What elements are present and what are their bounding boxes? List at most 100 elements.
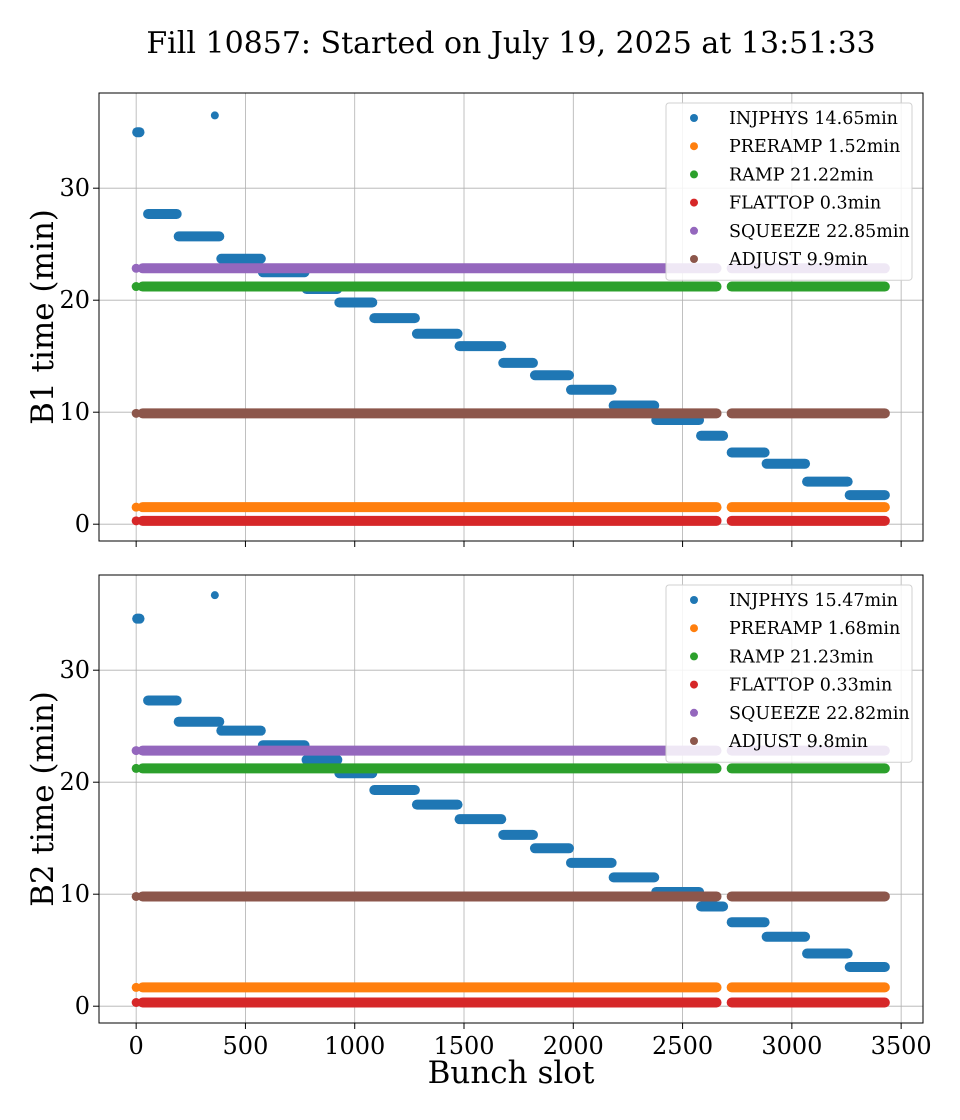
data-band	[137, 263, 722, 274]
data-band	[566, 857, 617, 868]
legend-label: SQUEEZE 22.82min	[729, 704, 910, 724]
data-band	[137, 745, 722, 756]
legend-marker	[690, 198, 698, 207]
legend-marker	[690, 226, 698, 235]
y-tick-label: 20	[59, 768, 90, 796]
legend-marker	[690, 596, 698, 604]
data-band	[137, 997, 722, 1008]
series-preramp	[131, 982, 890, 993]
data-band	[137, 281, 722, 292]
data-band	[301, 754, 343, 765]
data-band	[411, 799, 463, 810]
axes-frame	[98, 574, 924, 1024]
legend-box	[665, 584, 913, 763]
x-tick-label: 500	[223, 1032, 269, 1060]
y-axis-label: B1 time (min)	[25, 209, 61, 425]
data-band	[726, 763, 890, 774]
data-band	[216, 725, 266, 736]
data-band	[696, 901, 729, 912]
data-band	[454, 814, 507, 825]
y-axis-label: B2 time (min)	[25, 691, 61, 907]
data-band	[529, 370, 575, 381]
data-band	[696, 430, 729, 441]
series-adjust	[131, 408, 890, 419]
y-tick-label: 0	[75, 992, 90, 1020]
data-band	[608, 872, 660, 883]
y-tick-label: 30	[59, 174, 90, 202]
x-tick-label: 1000	[324, 1032, 385, 1060]
axes-frame	[98, 92, 924, 542]
y-tick-label: 0	[75, 510, 90, 538]
legend-label: PRERAMP 1.68min	[729, 619, 900, 639]
data-band	[498, 829, 538, 840]
series-ramp	[131, 281, 890, 292]
data-band	[137, 763, 722, 774]
legend-label: FLATTOP 0.3min	[729, 194, 881, 214]
data-band	[726, 982, 890, 993]
legend: INJPHYS 15.47min PRERAMP 1.68min RAMP 21.2…	[665, 584, 913, 763]
ticks: 0 10 20 30	[59, 174, 902, 547]
data-band	[566, 384, 617, 395]
legend-label: FLATTOP 0.33min	[729, 676, 892, 696]
series-ramp	[131, 763, 890, 774]
y-tick-label: 20	[59, 286, 90, 314]
data-band	[369, 313, 420, 324]
legend: INJPHYS 14.65min PRERAMP 1.52min RAMP 21.2…	[665, 102, 913, 281]
ticks: 0 500 1000 1500 2000 2500 3000 3500 0 10 20 30	[59, 656, 931, 1060]
legend-marker	[690, 737, 698, 745]
legend-marker	[690, 255, 698, 263]
series-flattop	[131, 997, 890, 1008]
legend-marker	[690, 652, 698, 661]
data-band	[411, 328, 463, 339]
data-band	[844, 490, 890, 501]
data-band	[216, 253, 266, 264]
data-point	[134, 128, 143, 137]
legend-marker	[690, 680, 698, 689]
legend-marker	[690, 624, 698, 633]
data-band	[726, 997, 890, 1008]
x-tick-label: 1500	[433, 1032, 494, 1060]
figure-title: Fill 10857: Started on July 19, 2025 at …	[146, 26, 875, 61]
data-band	[726, 515, 890, 526]
legend-label: RAMP 21.23min	[729, 647, 874, 667]
data-point	[210, 111, 219, 120]
data-band	[761, 931, 811, 942]
data-band	[173, 231, 225, 242]
data-band	[726, 917, 770, 928]
x-axis-label: Bunch slot	[428, 1055, 595, 1091]
data-band	[137, 408, 722, 419]
data-band	[454, 341, 507, 352]
data-band	[608, 400, 660, 411]
data-band	[726, 502, 890, 513]
legend-marker	[690, 142, 698, 151]
data-band	[802, 476, 853, 487]
legend-label: ADJUST 9.8min	[728, 732, 868, 752]
data-point	[134, 614, 143, 623]
data-band	[726, 447, 770, 458]
legend-label: ADJUST 9.9min	[728, 250, 868, 270]
legend-label: INJPHYS 14.65min	[729, 109, 898, 129]
data-band	[137, 515, 722, 526]
series-preramp	[131, 502, 890, 513]
b2-panel: 0 500 1000 1500 2000 2500 3000 3500 0 10 20 30 B2 ti…	[25, 574, 932, 1060]
legend-label: RAMP 21.22min	[729, 165, 874, 185]
plot-area	[131, 591, 890, 1008]
y-tick-label: 10	[59, 880, 90, 908]
data-band	[143, 695, 182, 706]
data-band	[529, 843, 575, 854]
data-band	[137, 982, 722, 993]
legend-marker	[690, 114, 698, 122]
data-band	[173, 716, 225, 727]
y-tick-label: 10	[59, 398, 90, 426]
y-tick-label: 30	[59, 656, 90, 684]
legend-marker	[690, 170, 698, 179]
x-tick-label: 2500	[652, 1032, 713, 1060]
data-band	[143, 208, 182, 219]
data-band	[761, 458, 811, 469]
legend-marker	[690, 708, 698, 717]
data-band	[726, 891, 890, 902]
legend-label: INJPHYS 15.47min	[729, 591, 898, 611]
data-band	[334, 297, 378, 308]
data-point	[210, 591, 219, 600]
